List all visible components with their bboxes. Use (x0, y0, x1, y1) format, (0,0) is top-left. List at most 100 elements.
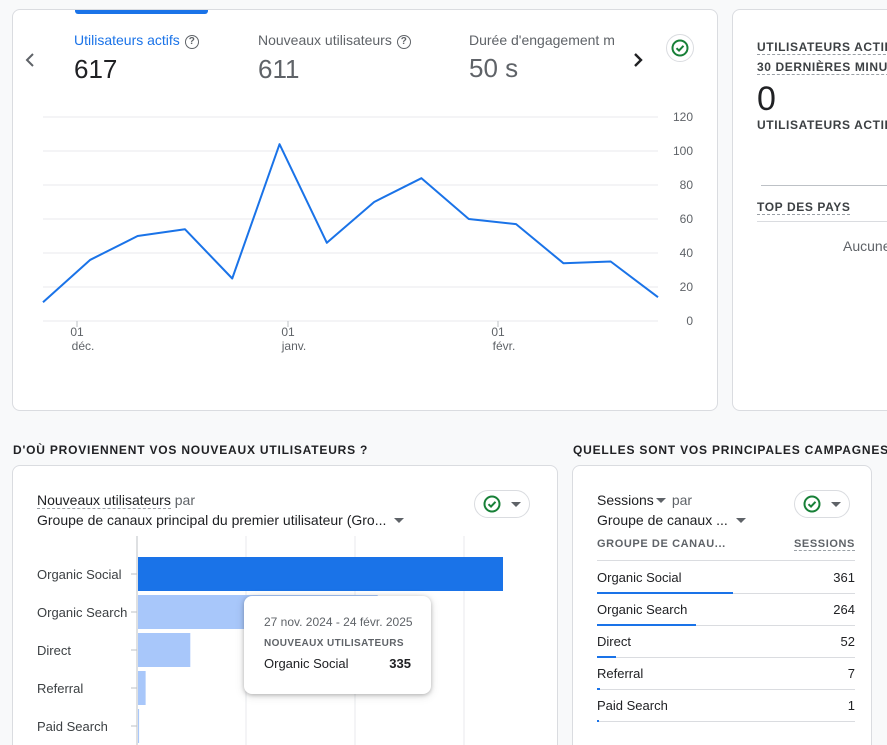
column-header-dimension[interactable]: GROUPE DE CANAU... (597, 538, 726, 550)
metric-label: Durée d'engagement m (469, 32, 615, 48)
chevron-left-icon (25, 53, 34, 67)
x-tick-month: déc. (72, 339, 95, 353)
y-tick-label: 60 (680, 212, 694, 226)
chevron-down-icon (831, 501, 841, 507)
chevron-right-icon (634, 53, 643, 67)
row-label: Paid Search (597, 698, 668, 713)
bar-label: Direct (37, 643, 71, 658)
row-share-bar (597, 624, 697, 626)
data-quality-button[interactable] (474, 490, 530, 518)
acquisition-section-title: D'OÙ PROVIENNENT VOS NOUVEAUX UTILISATEU… (13, 443, 369, 457)
help-icon[interactable]: ? (184, 35, 199, 49)
bar-direct[interactable] (138, 633, 191, 667)
metric-tab-new-users[interactable]: Nouveaux utilisateurs? 611 (258, 32, 411, 85)
row-label: Organic Search (597, 602, 688, 617)
dimension-selector-label: Groupe de canaux principal du premier ut… (37, 512, 387, 528)
x-tick-day: 01 (70, 325, 84, 339)
data-quality-button[interactable] (794, 490, 850, 518)
check-circle-icon (803, 495, 821, 513)
row-share-bar (597, 720, 599, 722)
metric-value: 50 s (469, 53, 519, 83)
tooltip-label: Organic Social (264, 656, 349, 671)
dimension-selector[interactable]: Groupe de canaux principal du premier ut… (37, 512, 405, 528)
metric-value: 617 (74, 54, 118, 84)
x-tick-day: 01 (491, 325, 505, 339)
realtime-card: UTILISATEURS ACTIFS 30 DERNIÈRES MINUTE … (732, 9, 887, 411)
next-metrics-button[interactable] (631, 50, 645, 75)
row-label: Referral (597, 666, 644, 681)
y-tick-label: 0 (686, 314, 693, 328)
table-header: GROUPE DE CANAU... SESSIONS (597, 538, 855, 561)
help-icon[interactable]: ? (396, 35, 411, 49)
tooltip-value: 335 (389, 656, 411, 671)
par-label: par (671, 492, 693, 508)
chevron-down-icon (511, 501, 521, 507)
realtime-title[interactable]: UTILISATEURS ACTIFS (757, 40, 887, 55)
bar-label: Organic Social (37, 567, 122, 582)
bar-label: Organic Search (37, 605, 127, 620)
realtime-subtitle: UTILISATEURS ACTIFS (757, 118, 887, 132)
prev-metrics-button[interactable] (23, 50, 37, 75)
dimension-selector[interactable]: Groupe de canaux ... (597, 512, 746, 528)
campaigns-section-title: QUELLES SONT VOS PRINCIPALES CAMPAGNES ? (573, 443, 887, 457)
check-circle-icon (483, 495, 501, 513)
metric-tab-engagement[interactable]: Durée d'engagement m 50 s (469, 32, 619, 84)
top-countries-title[interactable]: TOP DES PAYS (757, 200, 851, 215)
chart-tooltip: 27 nov. 2024 - 24 févr. 2025 NOUVEAUX UT… (244, 596, 431, 694)
y-tick-label: 100 (673, 144, 693, 158)
table-row[interactable]: Organic Social 361 (597, 562, 855, 594)
row-share-bar (597, 592, 733, 594)
chevron-down-icon (735, 517, 746, 523)
active-tab-indicator (75, 10, 208, 14)
data-quality-button[interactable] (666, 34, 694, 62)
metric-selector[interactable]: Nouveaux utilisateurs (37, 492, 171, 509)
table-row[interactable]: Referral 7 (597, 658, 855, 690)
metric-label: Nouveaux utilisateurs (258, 32, 392, 48)
y-tick-label: 20 (680, 280, 694, 294)
row-label: Organic Social (597, 570, 682, 585)
column-header-sessions[interactable]: SESSIONS (793, 538, 855, 551)
tooltip-metric: NOUVEAUX UTILISATEURS (264, 638, 404, 649)
row-value: 1 (847, 698, 855, 713)
realtime-value: 0 (757, 80, 776, 118)
x-tick-day: 01 (281, 325, 295, 339)
table-row[interactable]: Direct 52 (597, 626, 855, 658)
chevron-down-icon (394, 517, 405, 523)
y-tick-label: 40 (680, 246, 694, 260)
row-value: 361 (833, 570, 855, 585)
x-tick-month: févr. (493, 339, 516, 353)
metric-value: 611 (258, 54, 300, 84)
par-label: par (174, 492, 195, 508)
x-tick-month: janv. (281, 339, 306, 353)
series-line (42, 143, 659, 304)
chevron-down-icon[interactable] (655, 497, 666, 503)
y-tick-label: 80 (680, 178, 694, 192)
check-circle-icon (671, 39, 689, 57)
overview-card: Utilisateurs actifs? 617 Nouveaux utilis… (12, 9, 718, 411)
row-share-bar (597, 688, 600, 690)
row-share-bar (597, 656, 617, 658)
table-row[interactable]: Paid Search 1 (597, 690, 855, 722)
y-tick-label: 120 (673, 110, 693, 124)
empty-state-text: Aucune (843, 238, 887, 254)
row-value: 7 (847, 666, 855, 681)
bar-referral[interactable] (138, 671, 146, 705)
divider (757, 221, 887, 222)
metric-label: Utilisateurs actifs (74, 32, 180, 48)
realtime-sparkline-baseline (761, 185, 887, 186)
table-row[interactable]: Organic Search 264 (597, 594, 855, 626)
tooltip-date-range: 27 nov. 2024 - 24 févr. 2025 (264, 615, 413, 629)
dimension-selector-label: Groupe de canaux ... (597, 512, 728, 528)
bar-label: Paid Search (37, 719, 108, 734)
bar-label: Referral (37, 681, 83, 696)
row-value: 264 (833, 602, 855, 617)
bar-paid-search[interactable] (138, 709, 140, 743)
campaigns-card: Sessions par Groupe de canaux ... GROUPE… (572, 465, 872, 745)
realtime-period[interactable]: 30 DERNIÈRES MINUTE (757, 60, 887, 75)
row-value: 52 (840, 634, 855, 649)
row-label: Direct (597, 634, 631, 649)
metric-tab-active-users[interactable]: Utilisateurs actifs? 617 (74, 32, 199, 85)
bar-organic-social[interactable] (138, 557, 503, 591)
metric-selector[interactable]: Sessions (597, 492, 654, 508)
